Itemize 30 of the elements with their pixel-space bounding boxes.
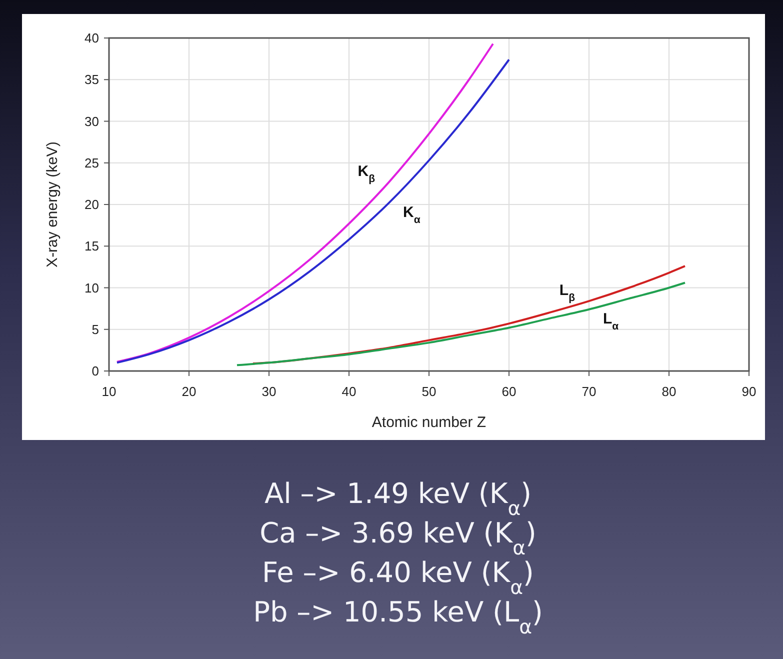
y-tick-label: 15: [84, 238, 99, 254]
text: Pb –> 10.55 keV (L$_{α}$): [253, 596, 543, 638]
y-tick-label: 30: [84, 114, 99, 129]
x-tick-label: 70: [582, 384, 596, 399]
x-tick-label: 80: [662, 384, 676, 399]
series-label: L$_{β}$: [559, 282, 576, 304]
x-tick-label: 90: [742, 384, 756, 399]
y-tick-label: 0: [92, 364, 99, 378]
y-tick-label: 35: [84, 72, 99, 88]
x-tick-label: 50: [422, 384, 436, 399]
x-axis-title: Atomic number Z: [372, 414, 486, 431]
line-series: [252, 265, 686, 365]
x-tick-label: 20: [182, 384, 196, 399]
series-label: K$_{α}$: [403, 204, 421, 226]
text: Fe –> 6.40 keV (K$_{α}$): [262, 556, 534, 598]
series-label: L$_{α}$: [603, 310, 620, 332]
y-tick-label: 10: [84, 280, 99, 296]
x-tick-label: 40: [342, 384, 356, 399]
series-label: K$_{β}$: [358, 163, 376, 186]
line-series: [236, 282, 686, 366]
y-tick-label: 40: [84, 30, 99, 46]
x-tick-label: 30: [262, 384, 276, 399]
x-tick-label: 10: [102, 384, 116, 399]
y-axis-title: X-ray energy (keV): [44, 142, 61, 268]
text: Al –> 1.49 keV (K$_{α}$): [264, 477, 532, 520]
text: Ca –> 3.69 keV (K$_{α}$): [260, 516, 536, 559]
y-tick-label: 5: [92, 322, 99, 337]
x-tick-label: 60: [502, 384, 516, 399]
y-tick-label: 20: [84, 197, 99, 212]
y-tick-label: 25: [84, 155, 99, 170]
